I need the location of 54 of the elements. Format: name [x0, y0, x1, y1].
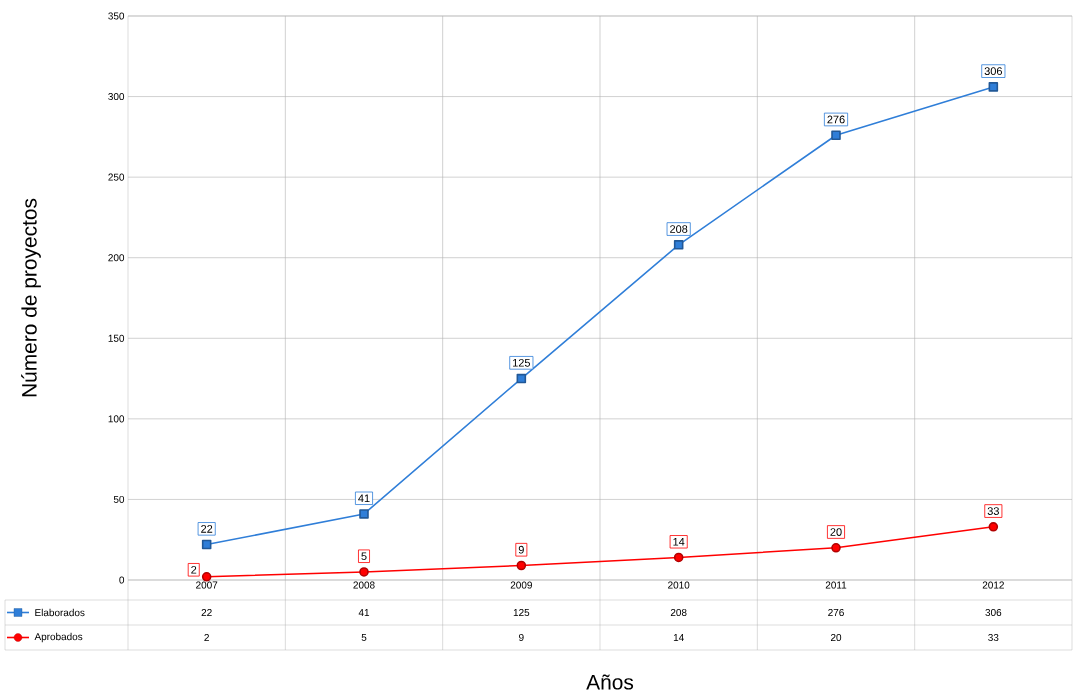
- text: 2: [204, 634, 209, 641]
- y-tick-label: 150: [108, 334, 125, 342]
- data-label: 276: [827, 115, 845, 124]
- text: 208: [670, 608, 687, 617]
- data-label: 208: [670, 225, 688, 233]
- y-tick-label: 300: [108, 93, 125, 101]
- point: [359, 567, 369, 577]
- text: 14: [673, 634, 684, 641]
- text: 33: [988, 633, 999, 642]
- x-tick-label: 2008: [353, 581, 375, 589]
- point: [988, 522, 999, 532]
- point: [359, 509, 369, 519]
- point: [988, 82, 999, 92]
- x-tick-label: 2010: [668, 581, 690, 589]
- point: [673, 240, 684, 250]
- y-tick-label: 200: [108, 254, 125, 262]
- text: 41: [358, 609, 370, 616]
- point: [201, 539, 212, 550]
- y-tick-label: 50: [113, 495, 125, 503]
- legend-label: Elaborados: [35, 608, 85, 617]
- point: [831, 542, 841, 553]
- y-tick-label: 100: [108, 415, 125, 423]
- text: 276: [828, 608, 844, 617]
- point: [201, 571, 212, 582]
- x-tick-label: 2011: [825, 581, 847, 589]
- y-tick-label: 0: [119, 576, 125, 584]
- y-axis-title: Número de proyectos: [21, 198, 41, 397]
- data-label: 22: [201, 525, 213, 533]
- data-label: 2: [191, 565, 197, 574]
- data-label: 306: [984, 67, 1002, 76]
- data-label: 41: [358, 494, 370, 503]
- text: 5: [361, 634, 367, 641]
- data-label: 125: [513, 358, 531, 367]
- text: 125: [513, 608, 530, 617]
- point: [831, 130, 841, 141]
- point: [673, 552, 684, 563]
- x-tick-label: 2012: [982, 581, 1004, 589]
- y-tick-label: 350: [108, 12, 125, 20]
- text: 9: [519, 633, 524, 642]
- data-label: 33: [987, 507, 999, 515]
- point: [516, 373, 527, 384]
- data-label: 9: [518, 545, 524, 554]
- data-label: 5: [361, 552, 367, 561]
- text: 20: [830, 633, 842, 642]
- x-axis-title: Años: [586, 674, 634, 690]
- text: 22: [201, 609, 212, 616]
- point: [516, 560, 527, 571]
- text: 306: [985, 608, 1002, 617]
- legend-label: Aprobados: [34, 632, 83, 643]
- data-label: 20: [830, 528, 842, 536]
- x-tick-label: 2009: [510, 581, 532, 589]
- data-label: 14: [673, 538, 685, 546]
- y-tick-label: 250: [108, 173, 125, 181]
- x-tick-label: 2007: [196, 581, 218, 589]
